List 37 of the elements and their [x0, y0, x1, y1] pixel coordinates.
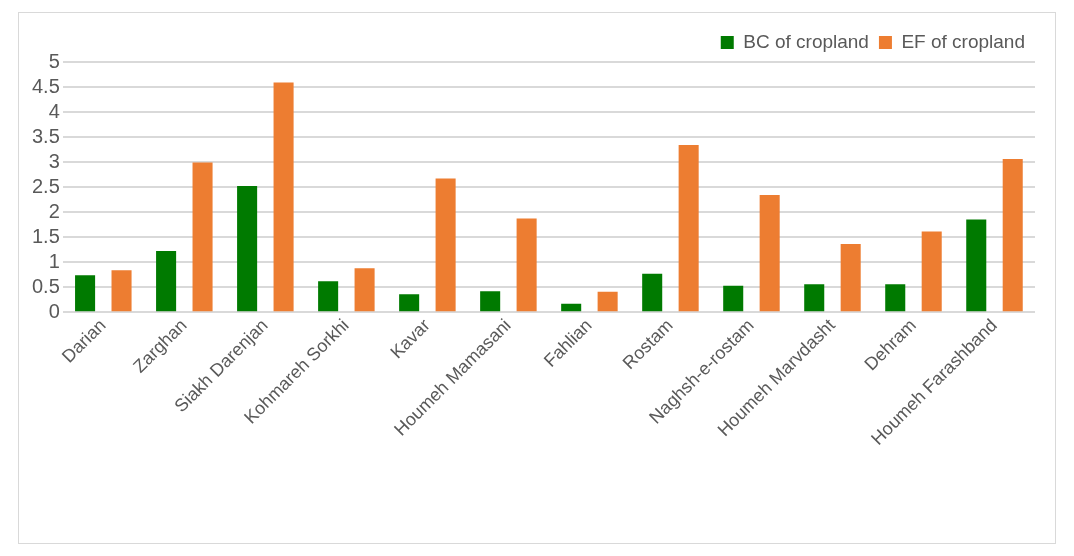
bar — [192, 162, 213, 312]
y-tick-label: 3.5 — [31, 124, 60, 147]
bar — [480, 291, 501, 312]
bar — [642, 273, 663, 312]
y-tick-label: 0 — [48, 299, 60, 322]
y-tick-label: 1 — [48, 249, 60, 272]
bar — [156, 251, 177, 312]
bar — [885, 284, 906, 312]
bar — [597, 291, 618, 312]
y-tick-label: 2 — [48, 199, 60, 222]
bar — [435, 178, 456, 312]
y-tick-label: 0.5 — [31, 274, 60, 297]
y-tick-label: 3 — [48, 149, 60, 172]
bar — [273, 82, 294, 312]
bar — [237, 186, 258, 312]
y-tick-label: 2.5 — [31, 174, 60, 197]
y-tick-label: 4 — [48, 99, 60, 122]
bar — [804, 284, 825, 312]
bar — [723, 285, 744, 312]
bar — [840, 244, 861, 312]
bar — [399, 294, 420, 312]
bar — [111, 270, 132, 312]
bar — [75, 275, 96, 312]
y-tick-label: 4.5 — [31, 74, 60, 97]
y-tick-label: 5 — [48, 49, 60, 72]
bar — [516, 218, 537, 312]
bar — [354, 268, 375, 312]
bar — [318, 281, 339, 312]
legend-label: BC of cropland — [743, 30, 869, 52]
bar — [561, 303, 582, 312]
bar — [678, 145, 699, 312]
bar — [759, 195, 780, 312]
legend-label: EF of cropland — [901, 30, 1026, 52]
bar — [921, 231, 942, 312]
bar — [1002, 159, 1023, 312]
y-tick-label: 1.5 — [31, 224, 60, 247]
bar — [966, 219, 987, 312]
